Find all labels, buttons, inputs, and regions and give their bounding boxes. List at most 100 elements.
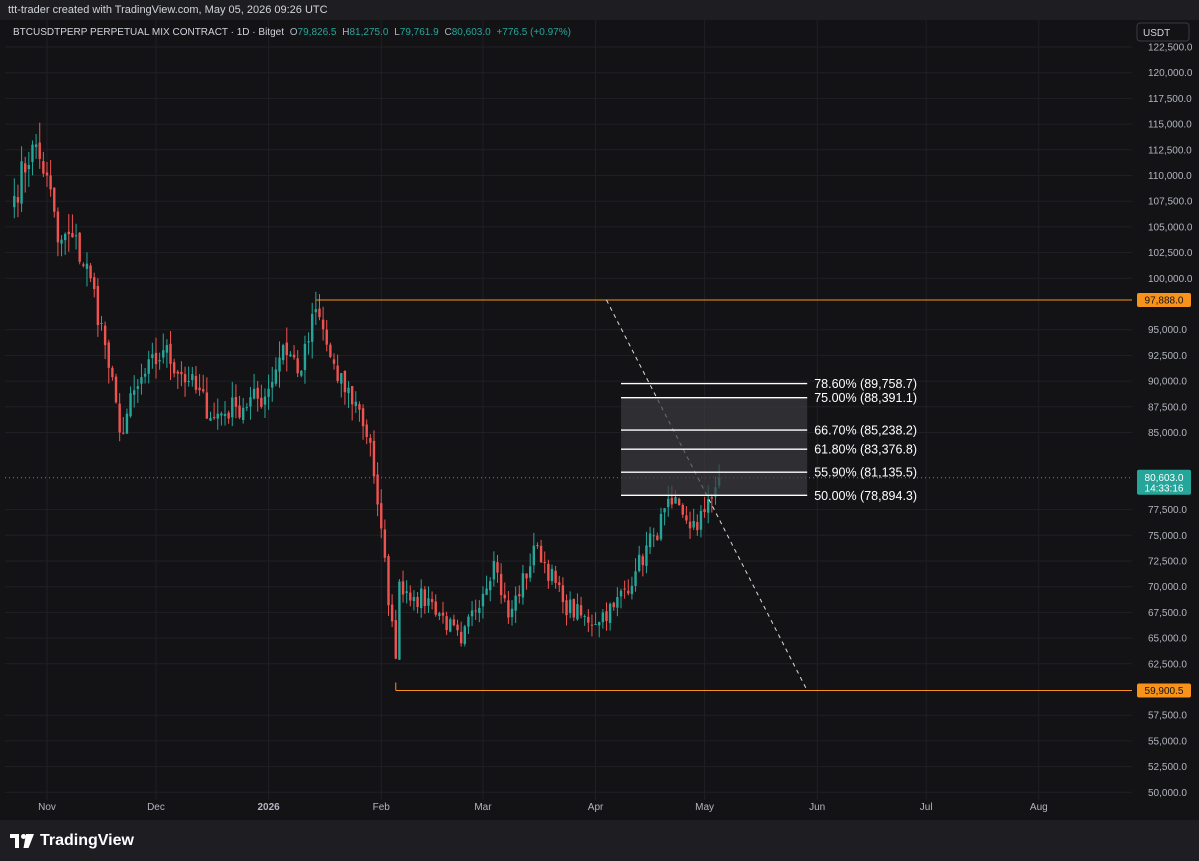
- candle: [100, 315, 103, 331]
- candle: [56, 207, 60, 257]
- tradingview-logo[interactable]: TradingView: [10, 830, 134, 852]
- candle: [132, 375, 136, 408]
- candle-body: [430, 599, 434, 603]
- candle: [307, 332, 310, 355]
- time-axis[interactable]: Nov Dec 2026 Feb Mar Apr May Jun Jul Aug: [38, 802, 1048, 813]
- candle: [93, 272, 96, 298]
- candle-body: [380, 503, 383, 529]
- candle: [489, 577, 492, 602]
- candle: [652, 527, 655, 548]
- candle-body: [558, 582, 561, 586]
- candle: [579, 596, 583, 619]
- price-axis[interactable]: 122,500.0 120,000.0 117,500.0 115,000.0 112,…: [1137, 43, 1193, 799]
- candle: [336, 354, 339, 384]
- candle-body: [252, 388, 256, 399]
- fibonacci-retracement[interactable]: 78.60% (89,758.7)75.00% (88,391.1) 66.70%…: [621, 377, 917, 503]
- symbol-title: BTCUSDTPERP PERPETUAL MIX CONTRACT · 1D …: [13, 27, 284, 38]
- candle-body: [212, 416, 216, 418]
- candle: [594, 612, 597, 626]
- candle: [507, 590, 510, 624]
- candle-body: [710, 497, 714, 499]
- candle-body: [387, 556, 390, 606]
- candle: [85, 252, 89, 287]
- candle: [252, 373, 256, 400]
- y-tick-label: 50,000.0: [1148, 788, 1187, 799]
- candle-body: [401, 581, 405, 595]
- candle-body: [85, 263, 89, 269]
- candle: [398, 579, 401, 660]
- candle-body: [187, 381, 190, 383]
- candle: [441, 601, 445, 624]
- candle-body: [13, 196, 16, 208]
- candle-body: [256, 387, 259, 399]
- candle: [292, 345, 296, 360]
- candle: [263, 388, 267, 419]
- candle: [198, 374, 201, 396]
- price-tag-low[interactable]: 59,900.5: [1137, 683, 1191, 698]
- fib-level-label: 66.70% (85,238.2): [814, 424, 917, 438]
- candle: [645, 531, 648, 574]
- currency-label: USDT: [1143, 28, 1170, 39]
- candle-body: [241, 407, 245, 420]
- candle-body: [659, 513, 663, 540]
- candle: [703, 496, 706, 518]
- candle-body: [598, 622, 601, 626]
- candle-body: [485, 588, 488, 595]
- candle: [96, 278, 100, 337]
- candle: [528, 553, 532, 582]
- last-price-tag[interactable]: 80,603.014:33:16: [1137, 469, 1191, 495]
- candle-body: [202, 389, 205, 392]
- candle-body: [96, 285, 100, 326]
- price-tag-high-text: 97,888.0: [1145, 296, 1184, 307]
- candle-body: [670, 497, 674, 505]
- candle-body: [452, 619, 456, 626]
- candle-body: [412, 596, 416, 602]
- candle-body: [231, 397, 234, 418]
- candle: [129, 386, 132, 418]
- candle-body: [499, 573, 503, 596]
- currency-button[interactable]: USDT: [1136, 22, 1190, 42]
- candle: [623, 580, 626, 599]
- candle-body: [151, 354, 154, 358]
- candle-body: [71, 232, 74, 238]
- candle: [394, 609, 397, 660]
- candle: [111, 365, 114, 381]
- candle: [521, 564, 525, 605]
- candle: [467, 614, 470, 635]
- candle-body: [53, 187, 56, 212]
- price-chart[interactable]: 78.60% (89,758.7)75.00% (88,391.1) 66.70%…: [5, 20, 1195, 820]
- candle: [103, 321, 107, 360]
- tradingview-logo-icon: [10, 834, 34, 848]
- candle: [249, 386, 252, 420]
- candle: [601, 609, 605, 629]
- candle: [154, 337, 158, 379]
- candle-body: [547, 563, 550, 581]
- candle-body: [619, 590, 623, 597]
- candle: [536, 542, 539, 549]
- y-tick-label: 92,500.0: [1148, 351, 1187, 362]
- candle: [630, 576, 634, 600]
- y-tick-label: 67,500.0: [1148, 608, 1187, 619]
- candle: [311, 302, 314, 359]
- candle-body: [38, 142, 41, 159]
- candle-body: [503, 594, 506, 599]
- candle-body: [467, 616, 470, 627]
- candle: [692, 508, 695, 531]
- candle-body: [31, 144, 34, 163]
- candle-body: [696, 522, 699, 531]
- candle: [314, 291, 318, 325]
- candle-body: [568, 599, 572, 614]
- candle-body: [194, 375, 198, 390]
- candle: [194, 366, 198, 394]
- candle: [212, 402, 216, 420]
- candle-body: [278, 357, 281, 372]
- last-price-tag-bg: [1137, 469, 1191, 495]
- candle: [24, 156, 27, 193]
- y-tick-label: 122,500.0: [1148, 43, 1193, 54]
- chart-area[interactable]: 78.60% (89,758.7) 75.00% (88,391.1) 66.70%…: [5, 20, 1195, 820]
- candle: [576, 593, 579, 621]
- price-tag-high[interactable]: 97,888.0: [1137, 293, 1191, 308]
- candle-body: [162, 350, 165, 358]
- candle: [205, 377, 209, 419]
- candle: [361, 404, 365, 440]
